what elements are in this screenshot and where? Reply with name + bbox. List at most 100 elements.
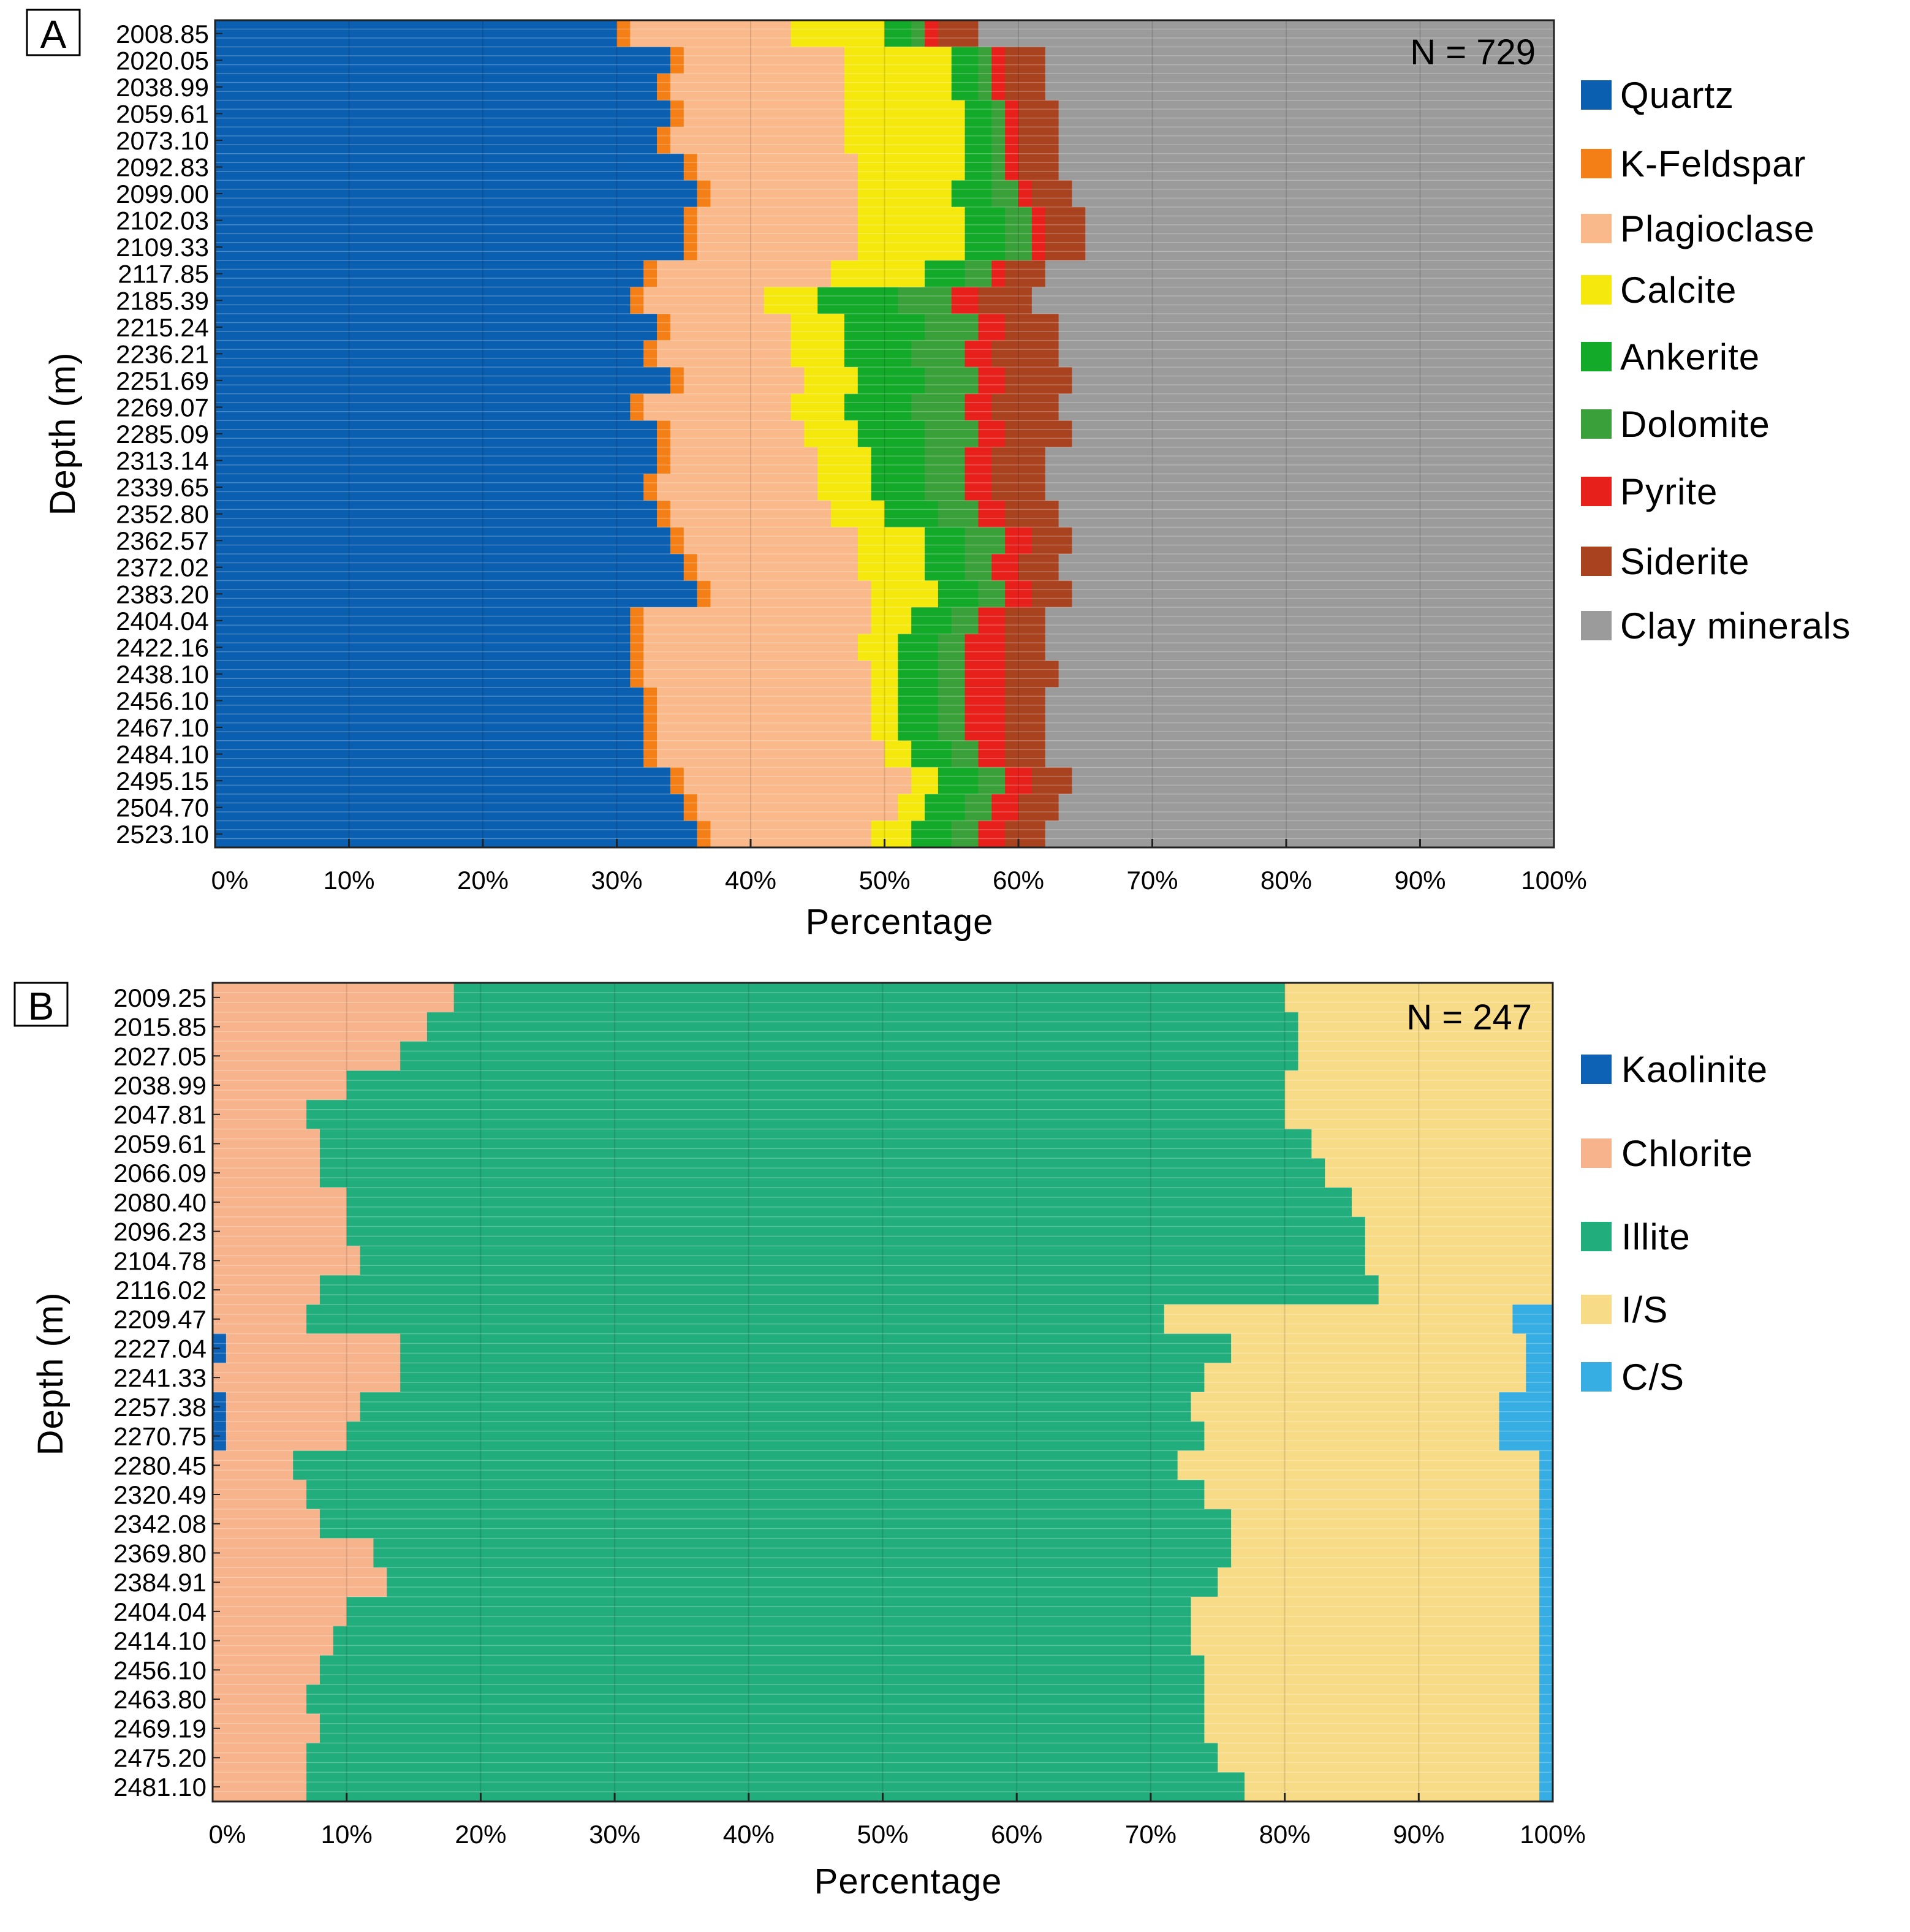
bar-a-calcite-15: [804, 420, 858, 448]
y-tick-label: 2270.75: [113, 1422, 207, 1451]
y-tick-label: 2227.04: [113, 1334, 207, 1363]
bar-b-c-s-13: [1526, 1363, 1553, 1393]
legend-swatch-clay-minerals: [1581, 611, 1612, 640]
y-tick-label: 2257.38: [113, 1393, 207, 1422]
bar-b-i-s-20: [1218, 1567, 1540, 1597]
bar-a-siderite-16: [991, 447, 1046, 474]
legend-label-quartz: Quartz: [1620, 75, 1734, 116]
bar-a-ankerite-29: [925, 794, 966, 821]
y-tick-label: 2185.39: [116, 286, 209, 315]
bar-a-dolomite-26: [938, 714, 966, 741]
bar-a-clay-minerals-6: [1072, 180, 1555, 208]
bar-a-k-feldspar-25: [643, 687, 658, 714]
y-tick-label: 2523.10: [116, 820, 209, 849]
bar-a-quartz-28: [215, 767, 671, 795]
bar-a-clay-minerals-2: [1045, 74, 1555, 101]
bar-a-calcite-4: [844, 127, 966, 154]
bar-a-clay-minerals-10: [1031, 287, 1555, 314]
bar-a-k-feldspar-23: [630, 634, 644, 661]
y-tick-label: 2484.10: [116, 740, 209, 769]
bar-a-siderite-2: [1005, 74, 1046, 101]
bar-a-k-feldspar-0: [616, 20, 631, 48]
bar-b-chlorite-11: [213, 1304, 307, 1335]
y-tick-label: 2096.23: [113, 1218, 207, 1246]
panel-b-y-ticks: 2009.252015.852027.052038.992047.812059.…: [113, 983, 220, 1801]
bar-b-illite-7: [346, 1188, 1352, 1218]
bar-a-plagioclase-5: [697, 153, 858, 181]
bar-a-k-feldspar-2: [657, 74, 671, 101]
bar-a-pyrite-21: [1005, 580, 1033, 608]
bar-a-ankerite-0: [884, 20, 912, 48]
bar-b-chlorite-3: [213, 1070, 347, 1100]
bar-b-chlorite-20: [213, 1567, 387, 1597]
bar-a-ankerite-4: [964, 127, 992, 154]
bar-a-pyrite-18: [978, 500, 1006, 528]
bar-b-illite-0: [453, 983, 1286, 1013]
panel-a-gridlines: [215, 20, 1554, 847]
bar-a-siderite-11: [1005, 314, 1059, 341]
bar-a-plagioclase-16: [670, 447, 818, 474]
x-tick-label: 30%: [591, 866, 642, 895]
panel-b-x-ticks: 0% 10% 20% 30% 40% 50% 60% 70% 80% 90% 100%: [209, 1793, 1586, 1849]
panel-b-x-axis-label: Percentage: [814, 1862, 1002, 1901]
bar-a-k-feldspar-11: [657, 314, 671, 341]
bar-a-pyrite-15: [978, 420, 1006, 448]
bar-a-plagioclase-18: [670, 500, 832, 528]
x-tick-label: 40%: [725, 866, 776, 895]
bar-a-plagioclase-2: [670, 74, 845, 101]
y-tick-label: 2404.04: [113, 1597, 207, 1626]
bar-a-k-feldspar-3: [670, 100, 684, 127]
legend-swatch-plagioclase: [1581, 214, 1612, 243]
bar-a-quartz-23: [215, 634, 631, 661]
legend-label-kaolinite: Kaolinite: [1621, 1049, 1768, 1090]
bar-a-siderite-4: [1018, 127, 1059, 154]
bar-a-calcite-14: [790, 393, 845, 421]
bar-b-i-s-1: [1298, 1012, 1553, 1042]
y-tick-label: 2059.61: [113, 1129, 207, 1158]
bar-b-chlorite-22: [213, 1626, 334, 1656]
y-tick-label: 2414.10: [113, 1627, 207, 1656]
bar-a-pyrite-16: [964, 447, 992, 474]
bar-a-pyrite-11: [978, 314, 1006, 341]
bar-a-quartz-25: [215, 687, 644, 714]
bar-a-k-feldspar-18: [657, 500, 671, 528]
bar-a-k-feldspar-16: [657, 447, 671, 474]
bar-a-siderite-22: [1005, 607, 1046, 635]
bar-a-dolomite-7: [1005, 206, 1033, 234]
bar-a-k-feldspar-21: [697, 580, 711, 608]
bar-a-quartz-8: [215, 233, 684, 261]
bar-a-pyrite-23: [964, 634, 1006, 661]
legend-swatch-dolomite: [1581, 409, 1612, 439]
bar-a-dolomite-4: [991, 127, 1006, 154]
bar-a-calcite-27: [884, 740, 912, 768]
bar-b-i-s-13: [1204, 1363, 1526, 1393]
bar-b-illite-14: [360, 1392, 1192, 1422]
bar-a-ankerite-5: [964, 153, 992, 181]
bar-a-plagioclase-10: [643, 287, 765, 314]
bar-a-siderite-8: [1045, 233, 1086, 261]
bar-b-c-s-11: [1512, 1304, 1553, 1335]
bar-a-siderite-10: [978, 287, 1033, 314]
bar-b-chlorite-27: [213, 1772, 307, 1802]
y-tick-label: 2102.03: [116, 206, 209, 235]
bar-a-plagioclase-30: [710, 820, 872, 848]
bar-a-k-feldspar-5: [683, 153, 698, 181]
x-tick-label: 60%: [991, 1820, 1042, 1849]
y-tick-label: 2080.40: [113, 1188, 207, 1217]
panel-b-label-box: [13, 982, 69, 1027]
bar-a-dolomite-2: [978, 74, 992, 101]
bar-a-calcite-1: [844, 47, 952, 74]
y-tick-label: 2481.10: [113, 1773, 207, 1801]
bar-a-siderite-13: [1005, 367, 1072, 395]
bar-b-i-s-11: [1164, 1304, 1513, 1335]
y-tick-label: 2241.33: [113, 1363, 207, 1392]
bar-a-quartz-17: [215, 474, 644, 501]
y-tick-label: 2372.02: [116, 553, 209, 582]
bar-b-chlorite-21: [213, 1597, 347, 1627]
bar-b-i-s-27: [1244, 1772, 1540, 1802]
bar-a-clay-minerals-16: [1045, 447, 1555, 474]
bar-a-quartz-5: [215, 153, 684, 181]
bar-b-i-s-3: [1284, 1070, 1553, 1100]
y-tick-label: 2092.83: [116, 153, 209, 182]
